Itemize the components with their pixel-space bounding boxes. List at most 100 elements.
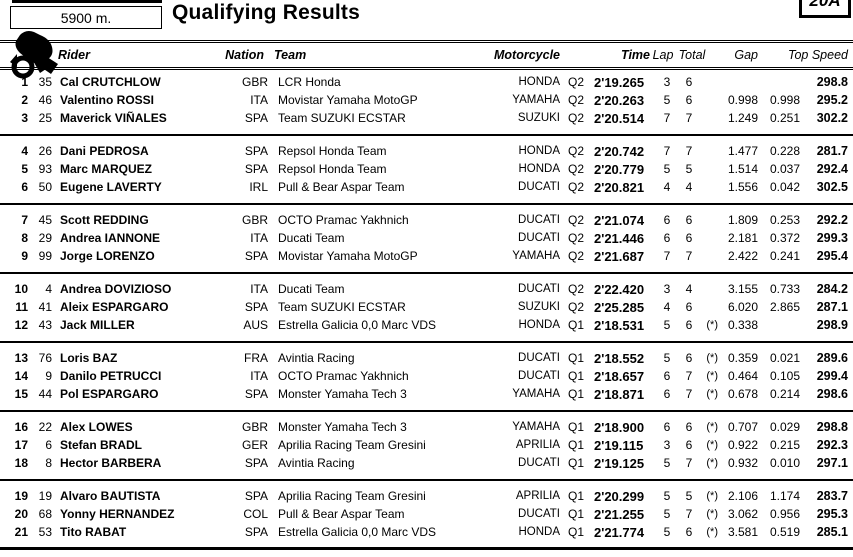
cell-time: 2'20.263: [594, 92, 645, 108]
cell-moto: DUCATI: [518, 214, 560, 226]
cell-lap: 5: [663, 162, 671, 176]
motorcycle-rider-icon: [6, 29, 64, 84]
group-separator: [0, 403, 853, 418]
cell-sess: Q2: [567, 231, 584, 245]
cell-gap2: 1.174: [769, 489, 800, 503]
cell-nation: SPA: [244, 489, 268, 503]
cell-nation: GBR: [241, 420, 268, 434]
cell-rider: Dani PEDROSA: [60, 144, 149, 158]
cell-nation: SPA: [244, 525, 268, 539]
cell-moto: YAMAHA: [512, 250, 560, 262]
cell-num: 43: [38, 318, 52, 332]
row-group: 10 4 Andrea DOVIZIOSO ITA Ducati Team DUCATI Q…: [0, 280, 853, 334]
cell-sess: Q2: [567, 180, 584, 194]
cell-gap1: 2.422: [727, 249, 758, 263]
cell-num: 50: [38, 180, 52, 194]
group-separator: [0, 265, 853, 280]
cell-pos: 21: [14, 525, 28, 539]
cell-time: 2'18.531: [594, 317, 645, 333]
cell-nation: GER: [241, 438, 268, 452]
cell-total: 6: [685, 351, 693, 365]
cell-nation: SPA: [244, 387, 268, 401]
cell-team: Aprilia Racing Team Gresini: [278, 438, 426, 452]
group-separator: [0, 334, 853, 349]
cell-gap2: 0.253: [769, 213, 800, 227]
cell-gap1: 3.155: [727, 282, 758, 296]
cell-time: 2'20.514: [594, 110, 645, 126]
cell-gap1: 0.932: [727, 456, 758, 470]
cell-time: 2'19.115: [594, 437, 644, 453]
cell-team: Pull & Bear Aspar Team: [278, 507, 405, 521]
table-header-band: Rider Nation Team Motorcycle Time Lap To…: [0, 40, 853, 70]
cell-moto: HONDA: [518, 76, 560, 88]
cell-rider: Tito RABAT: [60, 525, 127, 539]
table-row: 16 22 Alex LOWES GBR Monster Yamaha Tech 3 YA…: [0, 418, 853, 436]
table-row: 8 29 Andrea IANNONE ITA Ducati Team DUCATI Q2 2…: [0, 229, 853, 247]
cell-speed: 298.9: [816, 318, 848, 332]
cell-rider: Andrea IANNONE: [60, 231, 161, 245]
cell-speed: 302.2: [816, 111, 848, 125]
cell-speed: 292.3: [816, 438, 848, 452]
cell-sess: Q1: [567, 456, 584, 470]
cell-star: (*): [706, 508, 718, 520]
corner-badge: 20A: [799, 0, 851, 18]
cell-time: 2'20.742: [594, 143, 645, 159]
cell-lap: 3: [663, 282, 671, 296]
row-group: 19 19 Alvaro BAUTISTA SPA Aprilia Racing Tea…: [0, 487, 853, 541]
header-rule-stub: [12, 0, 162, 3]
cell-pos: 14: [14, 369, 28, 383]
cell-gap2: 0.998: [769, 93, 800, 107]
results-table-body: 1 35 Cal CRUTCHLOW GBR LCR Honda HONDA Q2 2'19.…: [0, 73, 853, 550]
group-separator: [0, 472, 853, 487]
col-header-motorcycle: Motorcycle: [494, 48, 560, 62]
cell-sess: Q2: [567, 213, 584, 227]
cell-gap1: 2.106: [727, 489, 758, 503]
cell-lap: 6: [663, 213, 671, 227]
cell-total: 7: [685, 387, 693, 401]
cell-sess: Q2: [567, 249, 584, 263]
cell-gap2: 0.042: [769, 180, 800, 194]
cell-star: (*): [706, 526, 718, 538]
cell-total: 7: [685, 456, 693, 470]
cell-team: Aprilia Racing Team Gresini: [278, 489, 426, 503]
cell-gap2: 0.029: [769, 420, 800, 434]
cell-time: 2'20.821: [594, 179, 645, 195]
cell-rider: Eugene LAVERTY: [60, 180, 162, 194]
cell-nation: SPA: [244, 249, 268, 263]
cell-num: 93: [38, 162, 52, 176]
cell-total: 7: [685, 369, 693, 383]
cell-total: 7: [685, 249, 693, 263]
cell-total: 5: [685, 489, 693, 503]
cell-pos: 5: [21, 162, 28, 176]
cell-team: Repsol Honda Team: [278, 144, 387, 158]
cell-star: (*): [706, 439, 718, 451]
cell-nation: SPA: [244, 300, 268, 314]
cell-rider: Marc MARQUEZ: [60, 162, 153, 176]
cell-team: Estrella Galicia 0,0 Marc VDS: [278, 318, 437, 332]
cell-sess: Q1: [567, 507, 584, 521]
cell-speed: 295.3: [816, 507, 848, 521]
col-header-gap: Gap: [734, 48, 758, 62]
cell-lap: 5: [663, 525, 671, 539]
table-row: 7 45 Scott REDDING GBR OCTO Pramac Yakhnich D…: [0, 211, 853, 229]
cell-total: 6: [685, 438, 693, 452]
cell-team: Estrella Galicia 0,0 Marc VDS: [278, 525, 437, 539]
cell-num: 68: [38, 507, 52, 521]
cell-sess: Q1: [567, 438, 584, 452]
cell-num: 76: [38, 351, 52, 365]
cell-num: 9: [45, 369, 52, 383]
cell-rider: Maverick VIÑALES: [60, 111, 167, 125]
table-row: 18 8 Hector BARBERA SPA Avintia Racing DUCATI…: [0, 454, 853, 472]
cell-gap2: 0.037: [769, 162, 800, 176]
table-row: 9 99 Jorge LORENZO SPA Movistar Yamaha MotoG…: [0, 247, 853, 265]
cell-gap1: 6.020: [727, 300, 758, 314]
cell-team: Pull & Bear Aspar Team: [278, 180, 405, 194]
cell-pos: 4: [21, 144, 28, 158]
cell-gap1: 1.514: [727, 162, 758, 176]
cell-total: 6: [685, 525, 693, 539]
table-row: 13 76 Loris BAZ FRA Avintia Racing DUCATI Q1 2'…: [0, 349, 853, 367]
cell-rider: Danilo PETRUCCI: [60, 369, 162, 383]
cell-time: 2'18.552: [594, 350, 645, 366]
cell-pos: 3: [21, 111, 28, 125]
cell-gap2: 0.215: [769, 438, 800, 452]
